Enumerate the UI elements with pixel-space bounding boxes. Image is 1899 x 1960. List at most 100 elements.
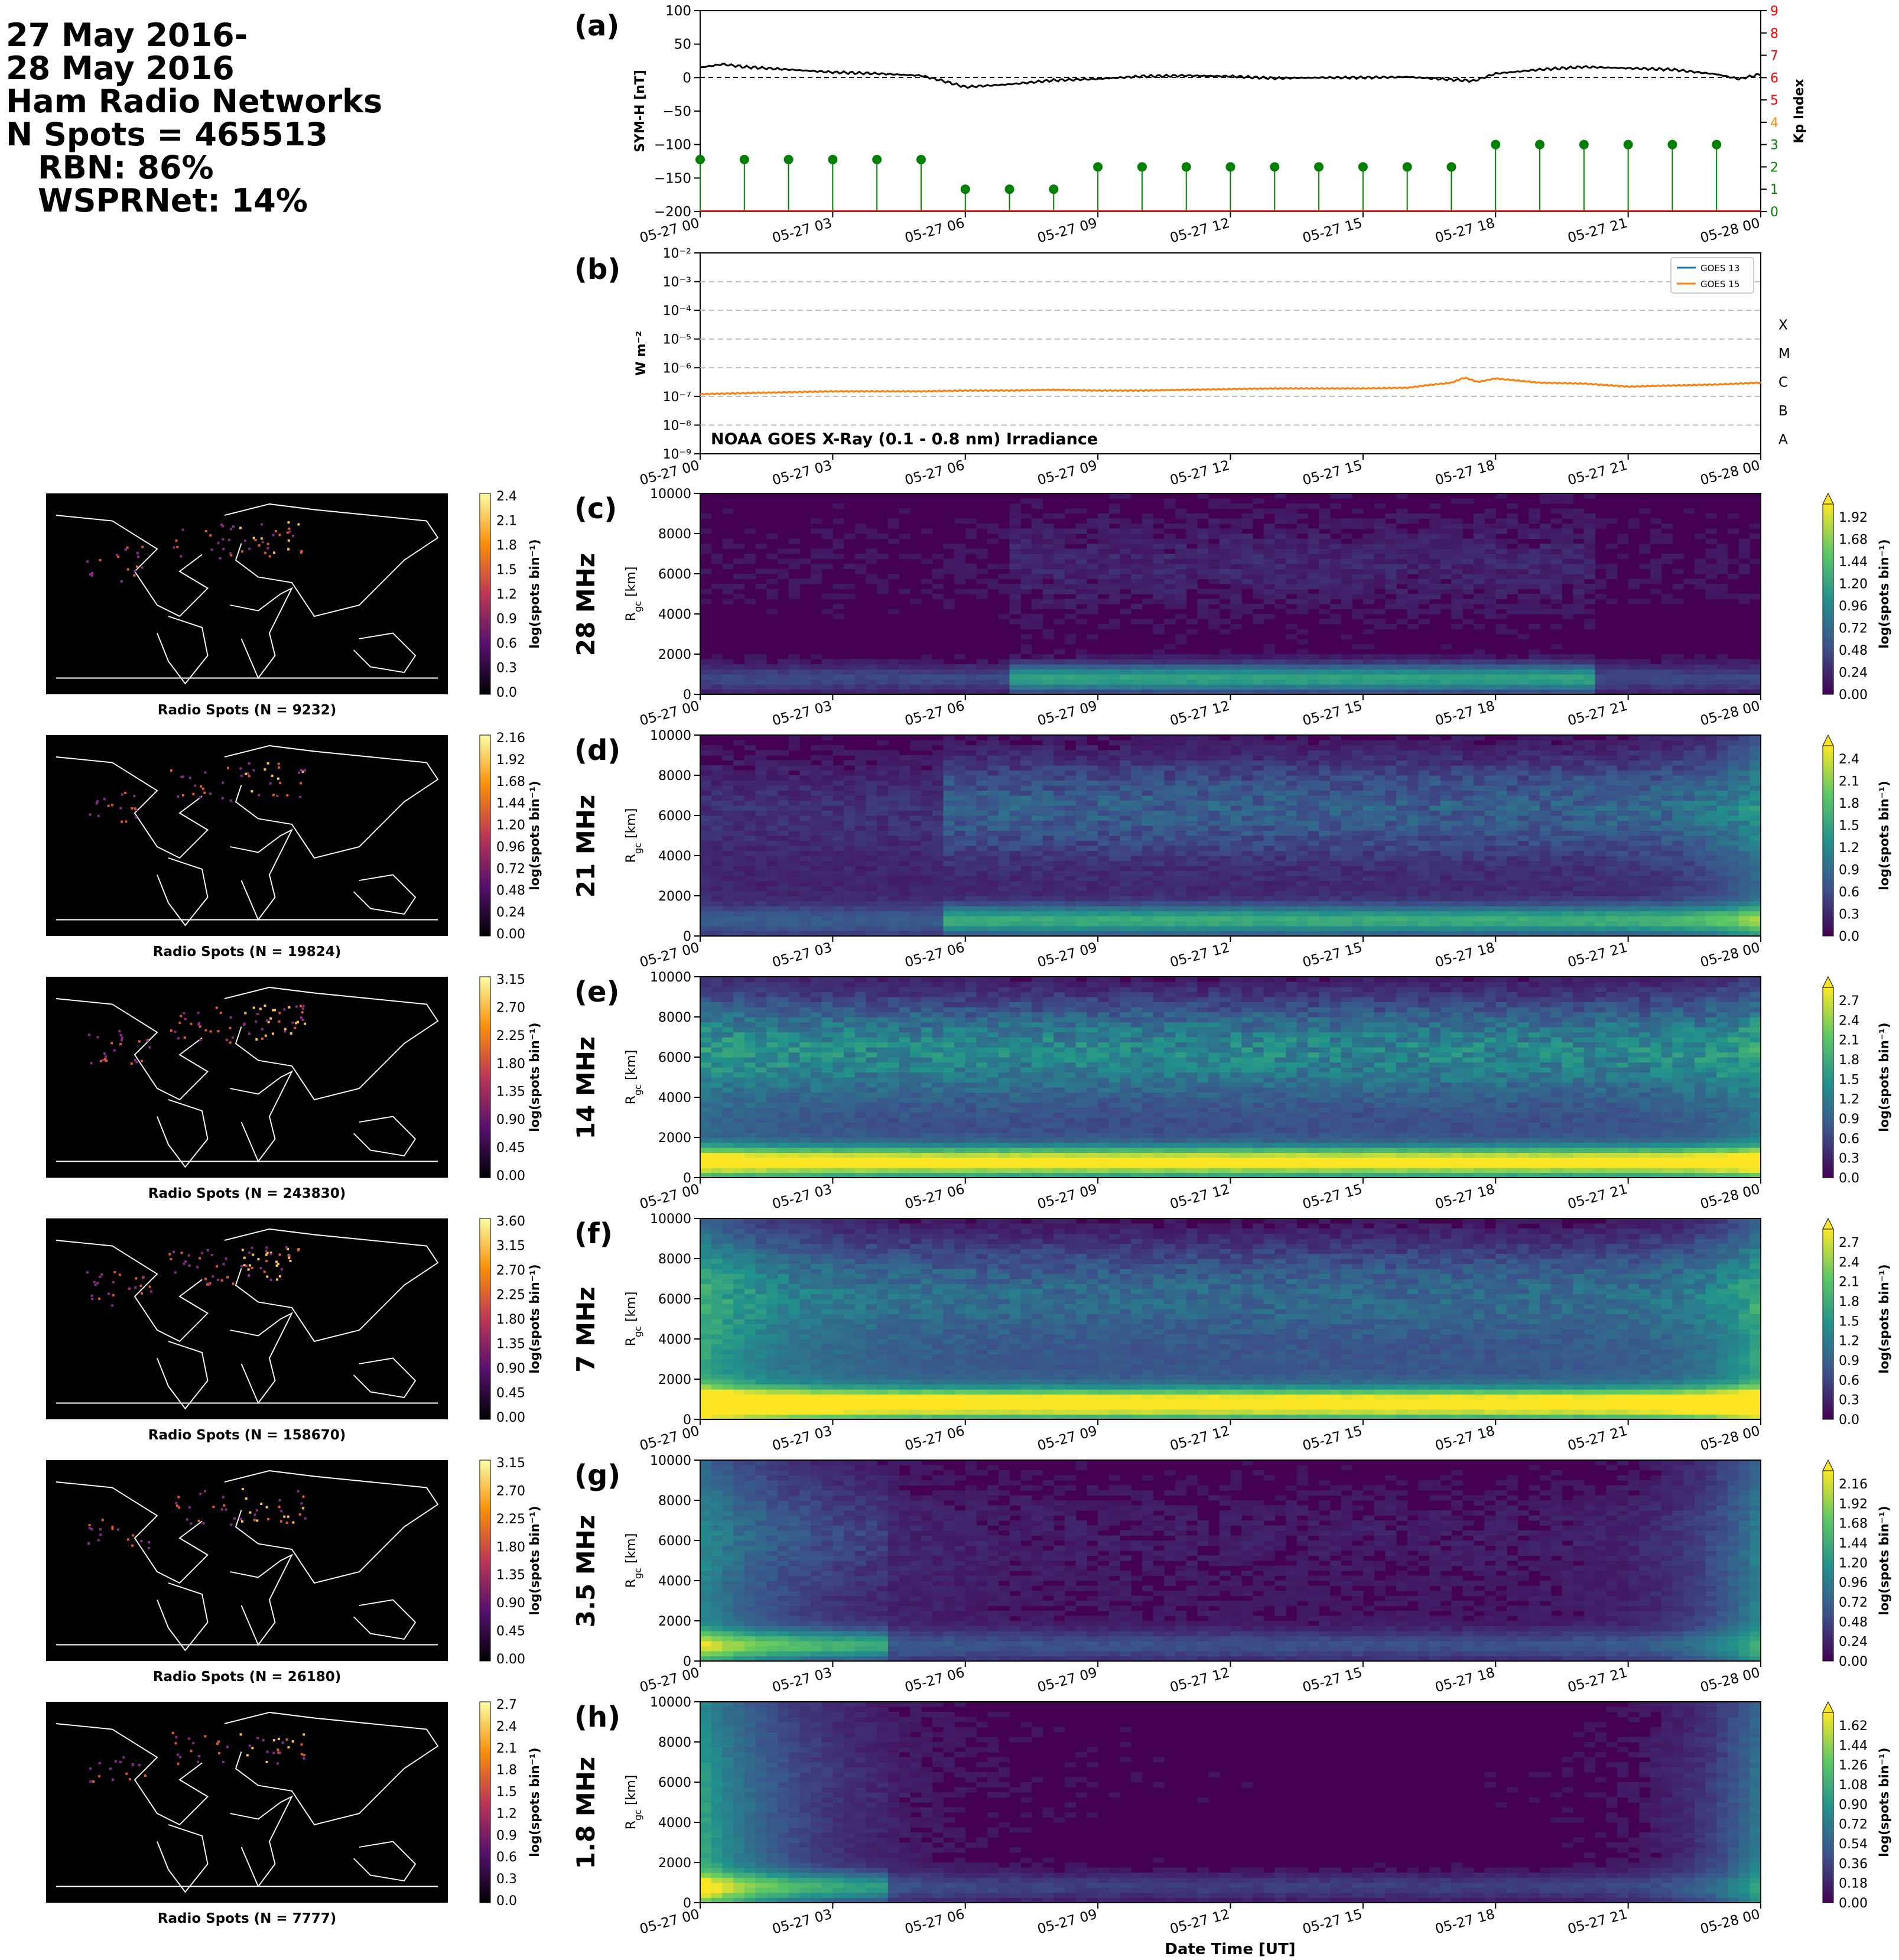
heatmap-cell xyxy=(1440,770,1452,776)
heatmap-cell xyxy=(987,528,999,534)
heatmap-cell xyxy=(1186,790,1198,796)
heatmap-cell xyxy=(733,820,745,826)
heatmap-cell xyxy=(1495,684,1507,690)
heatmap-cell xyxy=(1319,564,1331,570)
heatmap-cell xyxy=(1098,901,1110,906)
heatmap-cell xyxy=(700,926,712,932)
heatmap-cell xyxy=(1418,564,1430,570)
heatmap-cell xyxy=(1075,578,1087,584)
heatmap-cell xyxy=(1738,594,1750,600)
heatmap-cell xyxy=(733,921,745,927)
heatmap-cell xyxy=(1484,574,1496,580)
map-spot xyxy=(103,798,106,801)
heatmap-cell xyxy=(943,544,955,550)
heatmap-cell xyxy=(1705,528,1717,534)
map-spot xyxy=(135,816,138,819)
heatmap-cell xyxy=(1197,735,1209,741)
heatmap-cell xyxy=(733,689,745,695)
heatmap-cell xyxy=(932,901,944,906)
heatmap-cell xyxy=(1329,805,1342,811)
heatmap-cell xyxy=(866,578,877,584)
heatmap-cell xyxy=(1407,870,1419,876)
heatmap-cell xyxy=(976,876,988,882)
heatmap-cell xyxy=(1329,815,1342,821)
heatmap-cell xyxy=(976,916,988,922)
heatmap-cell xyxy=(1186,916,1198,922)
heatmap-cell xyxy=(1087,558,1098,564)
heatmap-cell xyxy=(1009,880,1021,886)
heatmap-cell xyxy=(1385,931,1397,937)
heatmap-cell xyxy=(1263,820,1275,826)
heatmap-cell xyxy=(1286,800,1298,806)
heatmap-cell xyxy=(777,765,789,771)
heatmap-cell xyxy=(910,669,922,675)
heatmap-cell xyxy=(1319,820,1331,826)
heatmap-cell xyxy=(755,820,767,826)
heatmap-cell xyxy=(1319,750,1331,756)
heatmap-cell xyxy=(733,846,745,851)
heatmap-cell xyxy=(943,795,955,801)
heatmap-cell xyxy=(1120,493,1131,499)
heatmap-cell xyxy=(1319,574,1331,580)
heatmap-cell xyxy=(1164,524,1176,529)
map-spot xyxy=(260,537,263,540)
heatmap-cell xyxy=(1241,800,1253,806)
heatmap-cell xyxy=(1716,674,1728,680)
heatmap-cell xyxy=(1219,856,1231,862)
heatmap-cell xyxy=(910,836,922,841)
heatmap-cell xyxy=(1009,770,1021,776)
heatmap-cell xyxy=(1153,780,1165,786)
heatmap-cell xyxy=(833,503,844,509)
heatmap-cell xyxy=(1153,528,1165,534)
heatmap-cell xyxy=(1495,578,1507,584)
heatmap-cell xyxy=(1329,558,1342,564)
heatmap-cell xyxy=(887,538,900,544)
heatmap-cell xyxy=(700,810,712,816)
heatmap-cell xyxy=(844,906,856,912)
heatmap-cell xyxy=(1329,589,1342,594)
heatmap-cell xyxy=(1098,876,1110,882)
heatmap-cell xyxy=(1075,568,1087,574)
heatmap-cell xyxy=(976,866,988,872)
heatmap-cell xyxy=(1098,805,1110,811)
heatmap-cell xyxy=(866,765,877,771)
header-date-end: 28 May 2016 xyxy=(6,50,235,87)
heatmap-cell xyxy=(1363,609,1375,615)
heatmap-cell xyxy=(998,931,1010,937)
heatmap-cell xyxy=(1108,770,1121,776)
heatmap-cell xyxy=(1087,876,1098,882)
heatmap-cell xyxy=(943,599,955,604)
kp-marker xyxy=(916,154,926,164)
heatmap-colorbar-tick-label: 1.92 xyxy=(1839,511,1868,525)
heatmap-cell xyxy=(833,820,844,826)
heatmap-cell xyxy=(1319,780,1331,786)
heatmap-cell xyxy=(1352,554,1364,560)
heatmap-cell xyxy=(943,800,955,806)
heatmap-cell xyxy=(1263,906,1275,912)
heatmap-cell xyxy=(866,866,877,872)
heatmap-cell xyxy=(1296,890,1308,896)
heatmap-cell xyxy=(1042,554,1054,560)
heatmap-cell xyxy=(1363,830,1375,836)
heatmap-cell xyxy=(1396,689,1408,695)
heatmap-cell xyxy=(1197,830,1209,836)
heatmap-cell xyxy=(1363,810,1375,816)
heatmap-cell xyxy=(910,870,922,876)
heatmap-cell xyxy=(1341,568,1352,574)
heatmap-cell xyxy=(1407,669,1419,675)
heatmap-cell xyxy=(943,750,955,756)
heatmap-cell xyxy=(766,609,778,615)
heatmap-cell xyxy=(910,840,922,846)
heatmap-cell xyxy=(1120,795,1131,801)
heatmap-cell xyxy=(1286,886,1298,892)
heatmap-cell xyxy=(1650,538,1662,544)
heatmap-cell xyxy=(1065,760,1077,766)
heatmap-cell xyxy=(1562,684,1573,690)
heatmap-cell xyxy=(1308,528,1319,534)
heatmap-cell xyxy=(722,825,734,831)
heatmap-cell xyxy=(1738,669,1750,675)
heatmap-cell xyxy=(1286,815,1298,821)
heatmap-cell xyxy=(788,850,800,856)
heatmap-cell xyxy=(1650,564,1662,570)
heatmap-cell xyxy=(1352,614,1364,620)
